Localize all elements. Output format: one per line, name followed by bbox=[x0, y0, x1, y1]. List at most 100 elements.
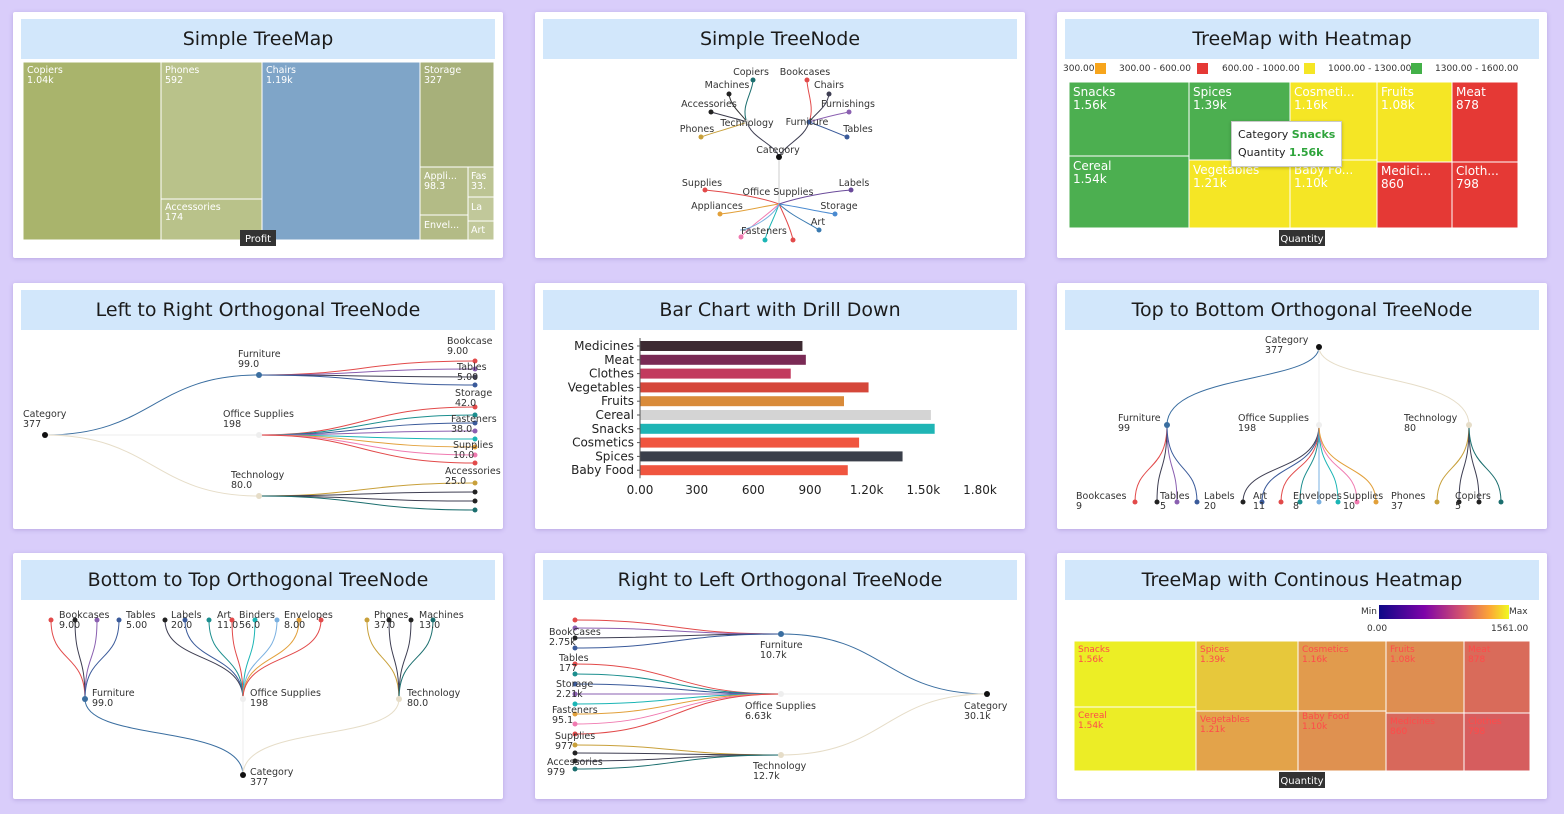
node-label: Envelopes bbox=[1293, 491, 1342, 502]
cell-value: 1.21k bbox=[1200, 725, 1226, 735]
tree-node[interactable] bbox=[573, 618, 578, 623]
bar[interactable] bbox=[640, 369, 791, 379]
node-value: 2.75k bbox=[549, 637, 576, 648]
cell-value: 878 bbox=[1468, 655, 1485, 665]
legend-max-label: Max bbox=[1509, 607, 1528, 617]
node-value: 8 bbox=[1293, 501, 1299, 512]
tree-node[interactable] bbox=[1466, 422, 1472, 428]
tree-node[interactable] bbox=[847, 110, 852, 115]
bar[interactable] bbox=[640, 382, 869, 392]
tree-node[interactable] bbox=[240, 772, 246, 778]
treemap-cell[interactable] bbox=[262, 62, 420, 240]
cell-label: Snacks bbox=[1073, 85, 1115, 99]
tree-node[interactable] bbox=[117, 618, 122, 623]
tree-node[interactable] bbox=[845, 135, 850, 140]
tree-node[interactable] bbox=[409, 618, 414, 623]
tree-node[interactable] bbox=[1195, 500, 1200, 505]
tree-node[interactable] bbox=[256, 493, 262, 499]
node-label: Phones bbox=[680, 124, 714, 135]
bar[interactable] bbox=[640, 341, 802, 351]
ttb-treenode-chart: Category 377 Furniture 99 Office Supplie… bbox=[1057, 283, 1547, 529]
bar-category-label: Fruits bbox=[601, 394, 634, 408]
bar[interactable] bbox=[640, 465, 848, 475]
bar[interactable] bbox=[640, 355, 806, 365]
node-value: 5 bbox=[1455, 501, 1461, 512]
tree-node[interactable] bbox=[709, 110, 714, 115]
tree-node[interactable] bbox=[49, 618, 54, 623]
node-label: Office Supplies bbox=[743, 187, 814, 198]
bar[interactable] bbox=[640, 424, 935, 434]
tree-node[interactable] bbox=[778, 631, 784, 637]
tree-node[interactable] bbox=[473, 490, 478, 495]
tree-node[interactable] bbox=[473, 383, 478, 388]
tree-node[interactable] bbox=[778, 691, 784, 697]
tree-node[interactable] bbox=[1241, 500, 1246, 505]
cell-value: 1.10k bbox=[1294, 176, 1328, 190]
tree-node[interactable] bbox=[984, 691, 990, 697]
tree-node[interactable] bbox=[473, 499, 478, 504]
tree-node[interactable] bbox=[817, 228, 822, 233]
tree-node[interactable] bbox=[1499, 500, 1504, 505]
tree-node[interactable] bbox=[833, 212, 838, 217]
tree-node[interactable] bbox=[791, 238, 796, 243]
tree-node[interactable] bbox=[718, 212, 723, 217]
tree-node[interactable] bbox=[240, 696, 246, 702]
card-ltr-treenode: Left to Right Orthogonal TreeNode bbox=[13, 283, 503, 529]
node-value: 177 bbox=[559, 663, 577, 674]
tree-node[interactable] bbox=[573, 751, 578, 756]
tree-node[interactable] bbox=[365, 618, 370, 623]
tree-node[interactable] bbox=[751, 78, 756, 83]
tree-node[interactable] bbox=[1133, 500, 1138, 505]
tree-node[interactable] bbox=[163, 618, 168, 623]
tree-node[interactable] bbox=[1316, 344, 1322, 350]
tree-node[interactable] bbox=[42, 432, 48, 438]
tree-node[interactable] bbox=[396, 696, 402, 702]
tree-node[interactable] bbox=[1164, 422, 1170, 428]
tree-node[interactable] bbox=[727, 92, 732, 97]
bar[interactable] bbox=[640, 451, 903, 461]
tree-node[interactable] bbox=[763, 238, 768, 243]
tree-node[interactable] bbox=[473, 429, 478, 434]
node-value: 30.1k bbox=[964, 711, 991, 722]
tree-node[interactable] bbox=[573, 743, 578, 748]
tree-node[interactable] bbox=[473, 481, 478, 486]
tree-node[interactable] bbox=[1279, 500, 1284, 505]
tree-node[interactable] bbox=[805, 78, 810, 83]
cell-label: Fruits bbox=[1381, 85, 1414, 99]
cell-value: 1.56k bbox=[1078, 655, 1104, 665]
node-value: 5 bbox=[1160, 501, 1166, 512]
node-value: 9.00 bbox=[59, 620, 80, 631]
tree-node[interactable] bbox=[1316, 422, 1322, 428]
node-value: 37 bbox=[1391, 501, 1403, 512]
node-value: 20 bbox=[1204, 501, 1216, 512]
card-ttb-treenode: Top to Bottom Orthogonal TreeNode bbox=[1057, 283, 1547, 529]
legend-min-value: 0.00 bbox=[1367, 624, 1387, 634]
tree-node[interactable] bbox=[1435, 500, 1440, 505]
node-value: 377 bbox=[250, 777, 268, 788]
tree-node[interactable] bbox=[207, 618, 212, 623]
bar[interactable] bbox=[640, 410, 931, 420]
node-value: 377 bbox=[23, 419, 41, 430]
tree-node[interactable] bbox=[256, 432, 262, 438]
bar[interactable] bbox=[640, 396, 844, 406]
legend-max-value: 1561.00 bbox=[1491, 624, 1528, 634]
bar[interactable] bbox=[640, 438, 859, 448]
tree-node[interactable] bbox=[699, 135, 704, 140]
tree-node[interactable] bbox=[256, 372, 262, 378]
node-value: 9.00 bbox=[447, 346, 468, 357]
bar-category-label: Vegetables bbox=[568, 380, 634, 394]
tree-node[interactable] bbox=[827, 92, 832, 97]
tree-node[interactable] bbox=[573, 722, 578, 727]
bar-category-label: Medicines bbox=[574, 339, 634, 353]
tree-node[interactable] bbox=[473, 461, 478, 466]
treemap-cell[interactable] bbox=[23, 62, 161, 240]
tree-node[interactable] bbox=[82, 696, 88, 702]
cell-label: Cosmeti... bbox=[1294, 85, 1355, 99]
tree-node[interactable] bbox=[275, 618, 280, 623]
tree-node[interactable] bbox=[1155, 500, 1160, 505]
cell-value: 860 bbox=[1381, 177, 1404, 191]
tooltip: Category Snacks Quantity 1.56k bbox=[1231, 121, 1342, 167]
tree-node[interactable] bbox=[778, 752, 784, 758]
tree-node[interactable] bbox=[473, 508, 478, 513]
cell-value: 1.56k bbox=[1073, 98, 1107, 112]
